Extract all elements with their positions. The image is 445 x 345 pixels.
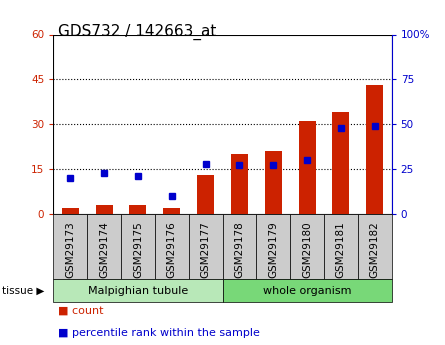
- Bar: [197, 175, 214, 214]
- Bar: [299, 121, 316, 214]
- Text: GSM29178: GSM29178: [235, 222, 244, 278]
- Text: ■ percentile rank within the sample: ■ percentile rank within the sample: [58, 328, 260, 338]
- Bar: [129, 205, 146, 214]
- Text: whole organism: whole organism: [263, 286, 351, 296]
- Text: GSM29180: GSM29180: [302, 222, 312, 278]
- Bar: [96, 205, 113, 214]
- Bar: [163, 208, 180, 214]
- Bar: [231, 154, 248, 214]
- Text: GSM29177: GSM29177: [201, 222, 210, 278]
- Text: GSM29182: GSM29182: [370, 222, 380, 278]
- Bar: [265, 151, 282, 214]
- Text: GSM29176: GSM29176: [167, 222, 177, 278]
- Text: GSM29175: GSM29175: [133, 222, 143, 278]
- Bar: [366, 85, 383, 214]
- Text: GSM29179: GSM29179: [268, 222, 278, 278]
- Text: GSM29174: GSM29174: [99, 222, 109, 278]
- Text: tissue ▶: tissue ▶: [2, 286, 44, 296]
- Bar: [62, 208, 79, 214]
- Bar: [332, 112, 349, 214]
- Text: Malpighian tubule: Malpighian tubule: [88, 286, 188, 296]
- Text: GSM29173: GSM29173: [65, 222, 75, 278]
- Text: ■ count: ■ count: [58, 305, 103, 315]
- Text: GSM29181: GSM29181: [336, 222, 346, 278]
- Text: GDS732 / 142663_at: GDS732 / 142663_at: [58, 24, 216, 40]
